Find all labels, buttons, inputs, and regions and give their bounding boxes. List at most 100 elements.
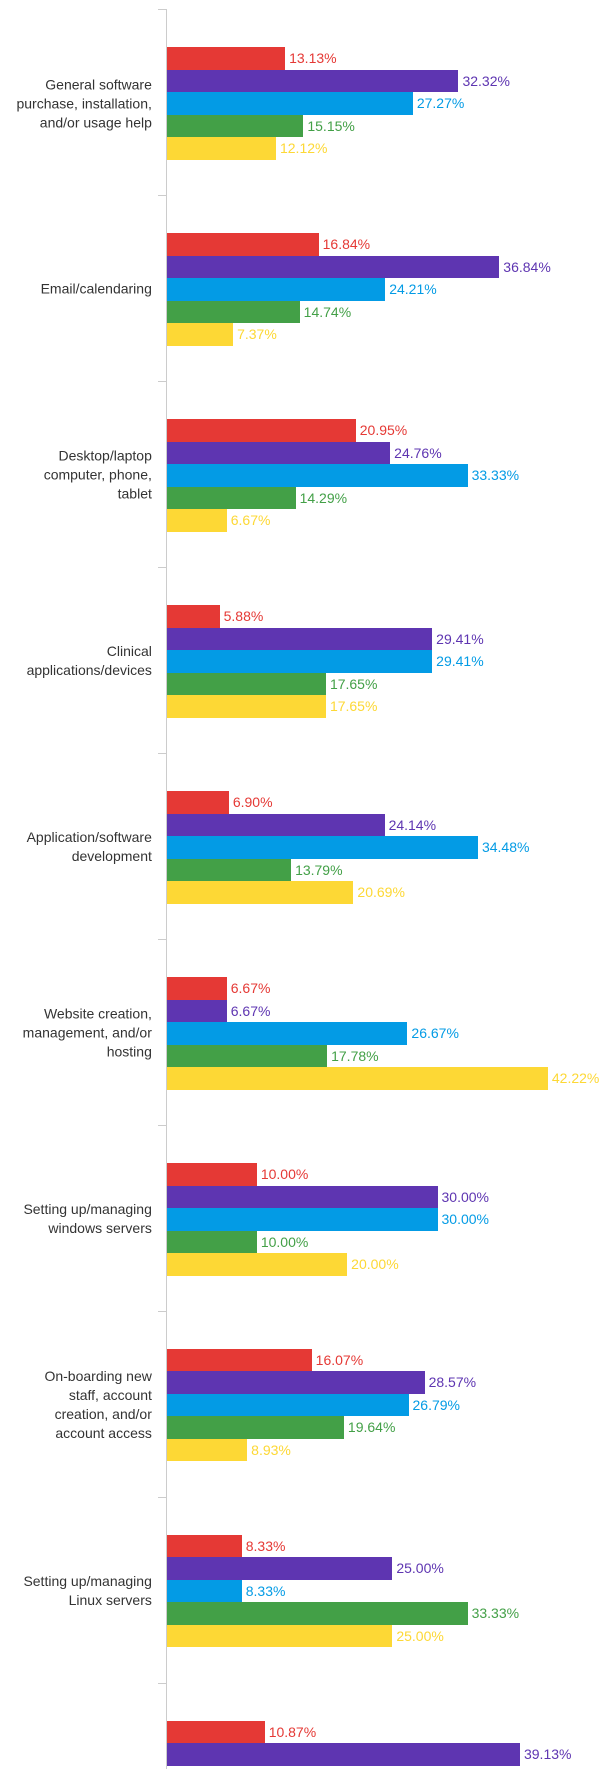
value-label: 27.27%	[416, 95, 465, 112]
bar	[166, 1743, 520, 1766]
bar	[166, 464, 468, 487]
axis-tick	[157, 1310, 166, 1312]
category-label: Setting up/managing Linux servers	[23, 1573, 152, 1609]
bar	[166, 977, 227, 1000]
category-label: Application/software development	[26, 829, 152, 865]
bar	[166, 836, 478, 859]
bar	[166, 1416, 344, 1439]
value-label: 25.00%	[396, 1627, 444, 1644]
bar	[166, 672, 326, 696]
axis-tick	[157, 752, 166, 754]
value-label: 42.22%	[551, 1070, 600, 1087]
bar	[166, 1022, 408, 1045]
value-label: 14.29%	[299, 489, 348, 506]
value-label: 10.87%	[268, 1723, 317, 1740]
value-label: 7.37%	[237, 326, 277, 343]
category-label: Clinical applications/devices	[26, 643, 152, 679]
bar	[166, 1602, 468, 1625]
bar	[166, 1185, 438, 1209]
category-label: On-boarding new staff, account creation,…	[44, 1368, 152, 1442]
axis-tick	[157, 9, 166, 10]
axis-tick	[157, 194, 166, 196]
value-label: 24.21%	[389, 281, 437, 298]
value-label: 29.41%	[436, 630, 484, 647]
axis-tick	[157, 380, 166, 382]
bar	[166, 1534, 242, 1558]
value-label: 17.78%	[331, 1047, 379, 1064]
bar	[166, 137, 276, 160]
bar	[166, 233, 319, 256]
value-label: 17.65%	[329, 698, 378, 715]
value-label: 25.00%	[396, 1560, 444, 1577]
value-label: 24.76%	[394, 444, 442, 461]
category-label: Website creation, management, and/or hos…	[22, 1005, 152, 1060]
bar	[166, 1393, 409, 1417]
bar	[166, 627, 433, 651]
value-label: 6.67%	[230, 980, 271, 997]
bar	[166, 300, 300, 324]
bar	[166, 1208, 438, 1231]
bar	[166, 419, 356, 442]
value-label: 5.88%	[223, 608, 264, 625]
bar	[166, 486, 296, 510]
bar	[166, 1720, 265, 1744]
bar	[166, 1067, 548, 1090]
value-label: 33.33%	[471, 467, 520, 484]
bar	[166, 1348, 312, 1372]
bar	[166, 1438, 248, 1462]
value-label: 26.67%	[411, 1025, 459, 1042]
value-label: 10.00%	[260, 1166, 309, 1183]
bar	[166, 1557, 393, 1580]
bar	[166, 1371, 425, 1394]
value-label: 8.33%	[245, 1582, 286, 1599]
axis-tick	[157, 566, 166, 568]
bar	[166, 1230, 257, 1254]
axis-line	[165, 9, 167, 1769]
axis-tick	[157, 1682, 166, 1684]
axis-tick	[157, 938, 166, 940]
value-label: 26.79%	[412, 1396, 460, 1413]
value-label: 24.14%	[388, 816, 437, 833]
value-label: 19.64%	[347, 1419, 396, 1436]
value-label: 6.90%	[232, 794, 273, 811]
bar	[166, 69, 459, 93]
bar	[166, 509, 227, 532]
bar	[166, 881, 354, 904]
value-label: 10.00%	[260, 1233, 309, 1250]
bar	[166, 1253, 348, 1276]
bar	[166, 1163, 257, 1186]
value-label: 30.00%	[441, 1188, 489, 1205]
value-label: 20.95%	[359, 422, 408, 439]
value-label: 36.84%	[503, 258, 551, 275]
bar	[166, 999, 227, 1023]
value-label: 15.15%	[307, 117, 355, 134]
bar	[166, 813, 385, 837]
bar	[166, 791, 229, 814]
value-label: 28.57%	[428, 1374, 477, 1391]
value-label: 12.12%	[279, 140, 328, 157]
bar	[166, 278, 386, 301]
value-label: 30.00%	[441, 1211, 489, 1228]
value-label: 16.07%	[315, 1351, 364, 1368]
bar	[166, 1044, 328, 1068]
value-label: 29.41%	[436, 653, 484, 670]
value-label: 6.67%	[230, 512, 271, 529]
bar	[166, 858, 292, 882]
value-label: 20.00%	[351, 1256, 399, 1273]
bar	[166, 1579, 242, 1603]
bar	[166, 605, 220, 628]
axis-tick	[157, 1496, 166, 1498]
bar	[166, 92, 413, 115]
bar	[166, 441, 391, 465]
value-label: 33.33%	[471, 1605, 520, 1622]
value-label: 16.84%	[322, 236, 371, 253]
value-label: 13.79%	[295, 861, 343, 878]
bar	[166, 1624, 393, 1648]
value-label: 32.32%	[462, 72, 510, 89]
value-label: 13.13%	[289, 50, 337, 67]
category-label: Desktop/laptop computer, phone, tablet	[43, 447, 152, 502]
category-label: Email/calendaring	[40, 280, 152, 297]
value-label: 17.65%	[329, 675, 378, 692]
value-label: 8.93%	[251, 1441, 291, 1458]
bar	[166, 650, 433, 673]
